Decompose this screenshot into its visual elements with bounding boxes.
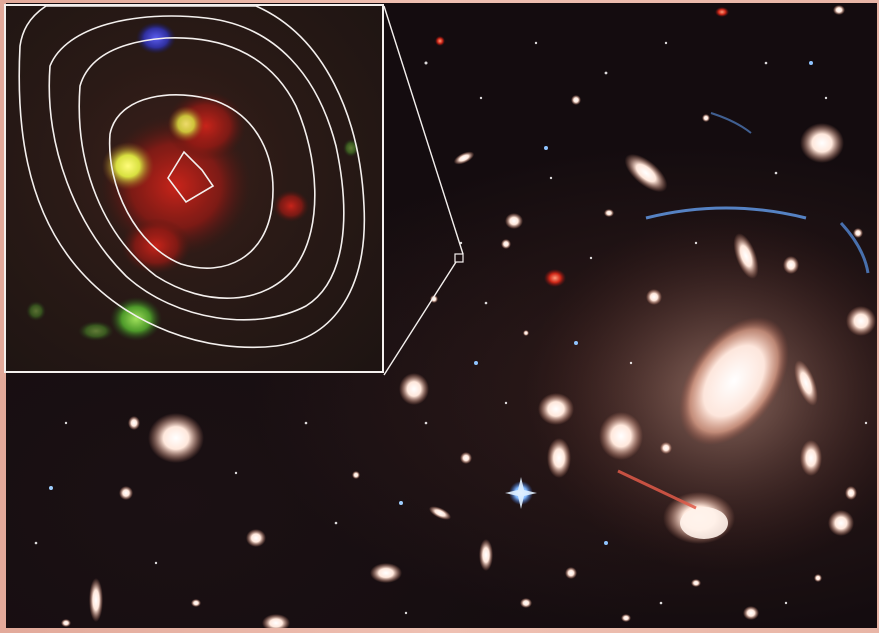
source-marker xyxy=(455,254,463,262)
zoom-inset xyxy=(4,4,384,373)
inset-image xyxy=(6,6,384,373)
